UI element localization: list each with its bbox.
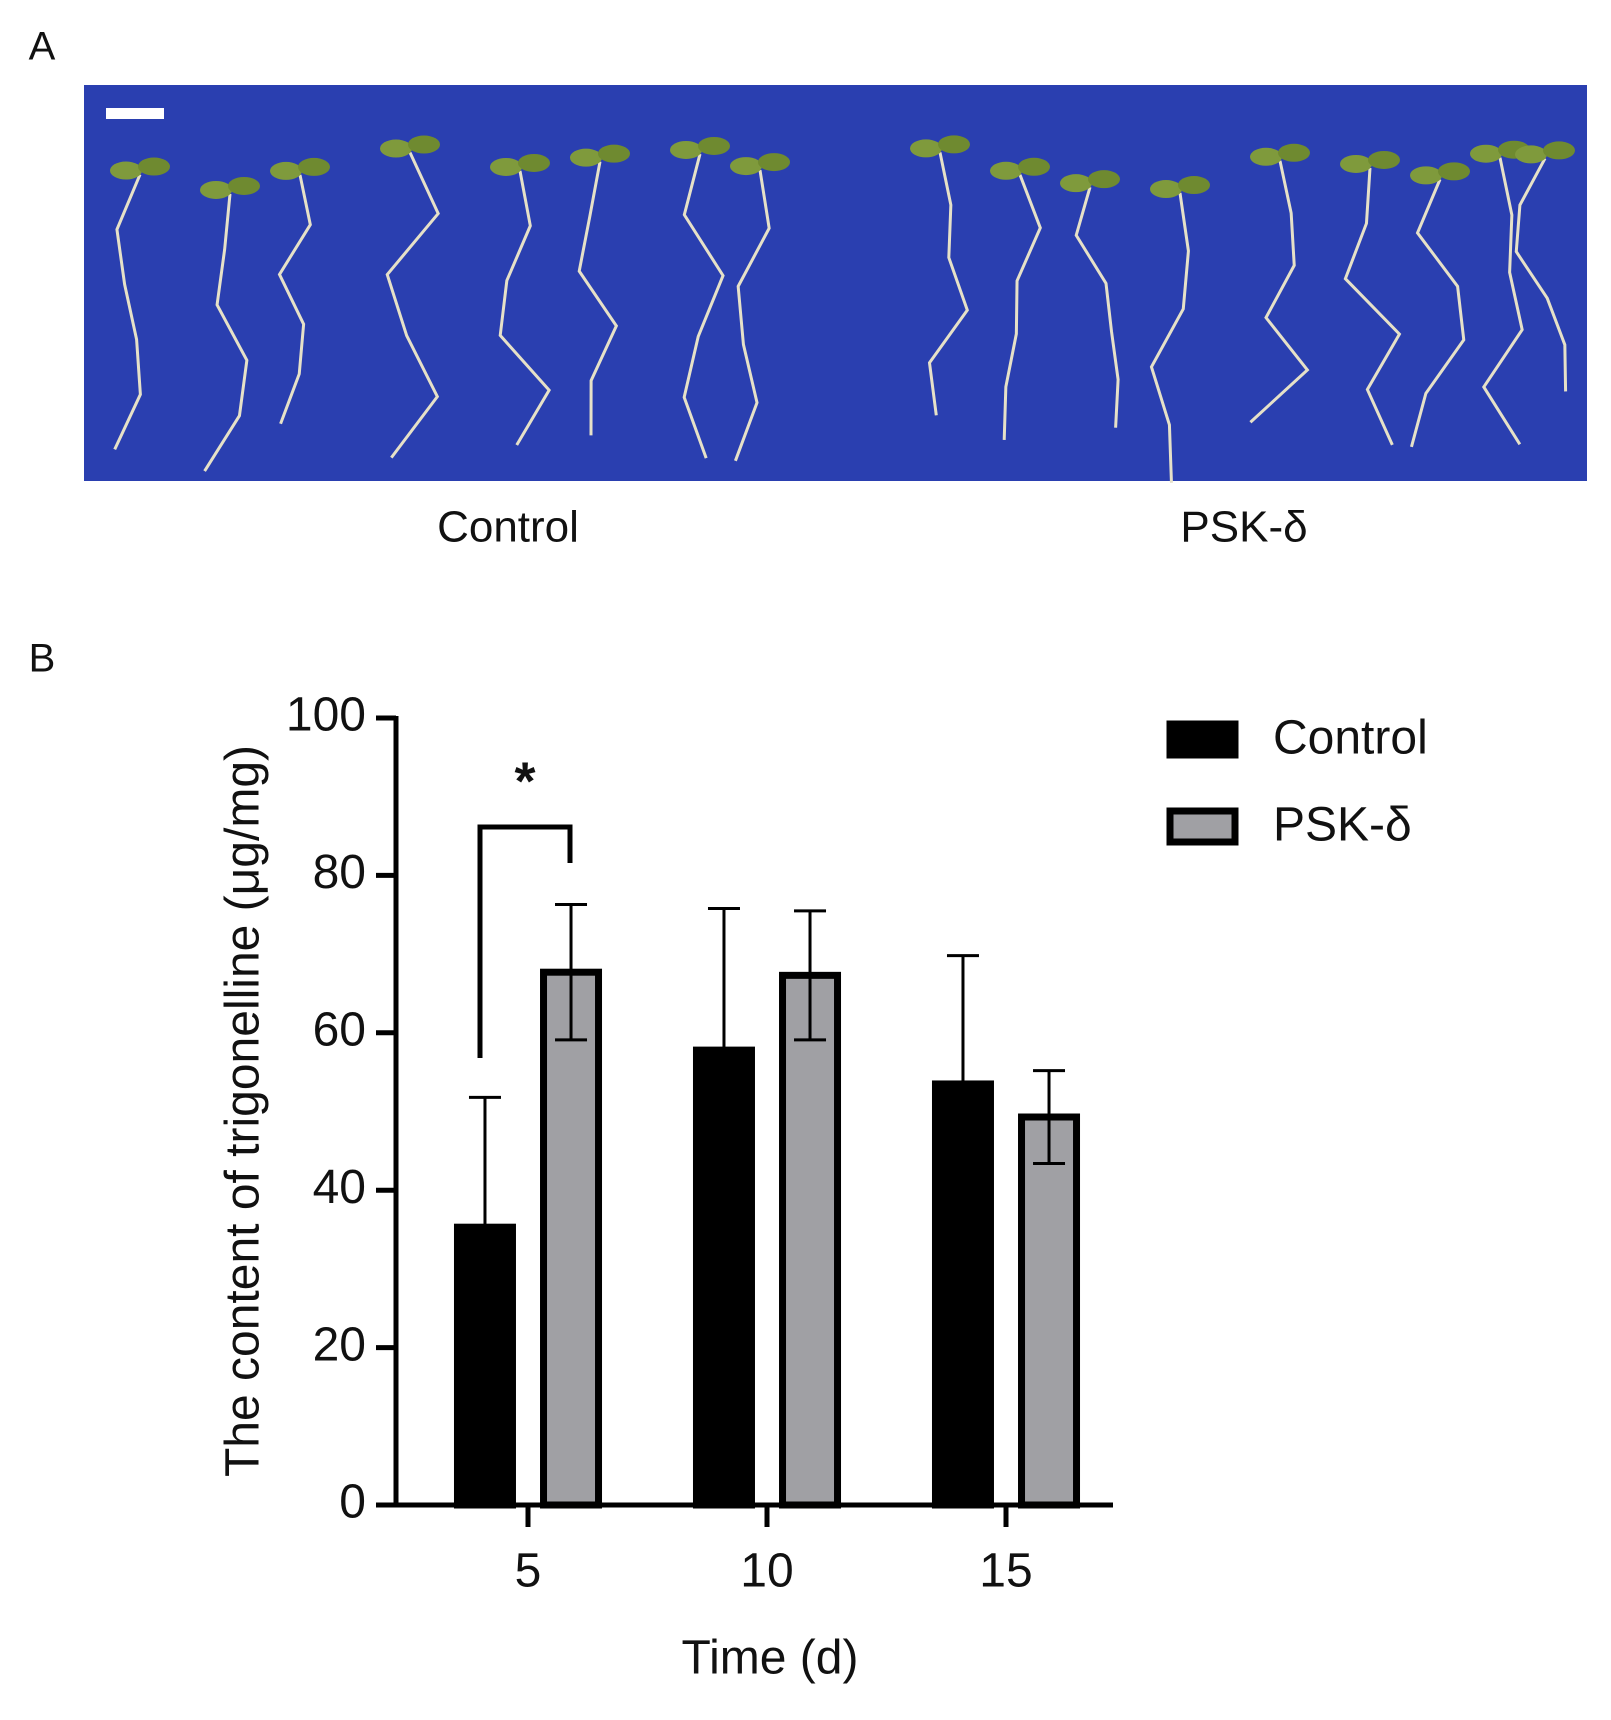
- leaf: [1088, 170, 1120, 189]
- legend-swatch: [1166, 720, 1239, 759]
- seedlings: [110, 135, 1575, 483]
- root: [734, 169, 771, 462]
- photo-label: Control: [437, 503, 579, 552]
- root: [1410, 178, 1466, 448]
- leaf: [938, 135, 970, 154]
- leaf: [1543, 141, 1575, 160]
- error-bar: [794, 909, 827, 1042]
- leaf: [1368, 150, 1400, 169]
- root: [277, 174, 312, 425]
- root: [113, 173, 142, 451]
- error-bar: [946, 954, 979, 1214]
- root: [927, 152, 969, 416]
- leaf: [1470, 144, 1502, 163]
- leaf: [698, 136, 730, 155]
- root: [203, 193, 249, 472]
- leaf: [1150, 180, 1182, 199]
- y-tick-label: 20: [313, 1318, 366, 1371]
- x-tick-label: 5: [515, 1545, 542, 1598]
- leaf: [1178, 176, 1210, 195]
- leaf: [1340, 154, 1372, 173]
- x-tick-label: 15: [979, 1545, 1032, 1598]
- root: [1002, 174, 1042, 440]
- bar: [1018, 1113, 1081, 1509]
- leaf: [518, 153, 550, 172]
- leaf: [380, 139, 412, 158]
- root: [385, 151, 440, 459]
- leaf: [270, 161, 302, 180]
- leaf: [910, 139, 942, 158]
- significance-bracket: [477, 824, 573, 1058]
- y-tick-label: 80: [313, 846, 366, 899]
- leaf: [1250, 147, 1282, 166]
- y-tick-label: 100: [286, 689, 366, 742]
- bar: [779, 971, 842, 1509]
- leaf: [570, 148, 602, 167]
- root: [682, 153, 725, 459]
- root: [1514, 157, 1568, 392]
- leaf: [758, 153, 790, 172]
- legend-label: Control: [1273, 712, 1428, 765]
- leaf: [1018, 157, 1050, 176]
- legend-label: PSK-δ: [1273, 799, 1412, 852]
- root: [1149, 192, 1190, 483]
- significance-star: *: [514, 751, 535, 811]
- leaf: [1515, 145, 1547, 164]
- bar: [540, 968, 603, 1509]
- root: [1343, 167, 1402, 446]
- leaf: [1410, 166, 1442, 185]
- seedling-photo: [84, 85, 1587, 481]
- leaf: [1278, 143, 1310, 162]
- error-bar: [707, 906, 740, 1194]
- y-axis-title: The content of trigonelline (μg/mg): [217, 745, 270, 1477]
- panel-label: B: [29, 637, 56, 681]
- leaf: [110, 161, 142, 180]
- leaf: [1060, 174, 1092, 193]
- leaf: [200, 180, 232, 199]
- leaf: [228, 176, 260, 195]
- photo-label: PSK-δ: [1180, 503, 1307, 552]
- legend-swatch: [1166, 807, 1239, 846]
- panel-label: A: [29, 25, 56, 69]
- error-bar: [468, 1095, 501, 1359]
- leaf: [298, 157, 330, 176]
- leaf: [730, 157, 762, 176]
- root: [577, 161, 619, 436]
- leaf: [1438, 162, 1470, 181]
- y-tick-label: 0: [339, 1476, 366, 1529]
- y-tick-label: 40: [313, 1161, 366, 1214]
- leaf: [138, 157, 170, 176]
- y-tick-label: 60: [313, 1003, 366, 1056]
- root: [1482, 157, 1524, 446]
- leaf: [990, 161, 1022, 180]
- error-bar: [555, 903, 588, 1042]
- scale-bar: [106, 108, 164, 119]
- leaf: [490, 157, 522, 176]
- x-tick-label: 10: [740, 1545, 793, 1598]
- leaf: [598, 144, 630, 163]
- error-bar: [1033, 1069, 1066, 1165]
- leaf: [670, 140, 702, 159]
- x-axis-title: Time (d): [682, 1632, 859, 1685]
- root: [498, 170, 551, 446]
- root: [1074, 186, 1120, 428]
- root: [1249, 160, 1310, 424]
- leaf: [408, 135, 440, 154]
